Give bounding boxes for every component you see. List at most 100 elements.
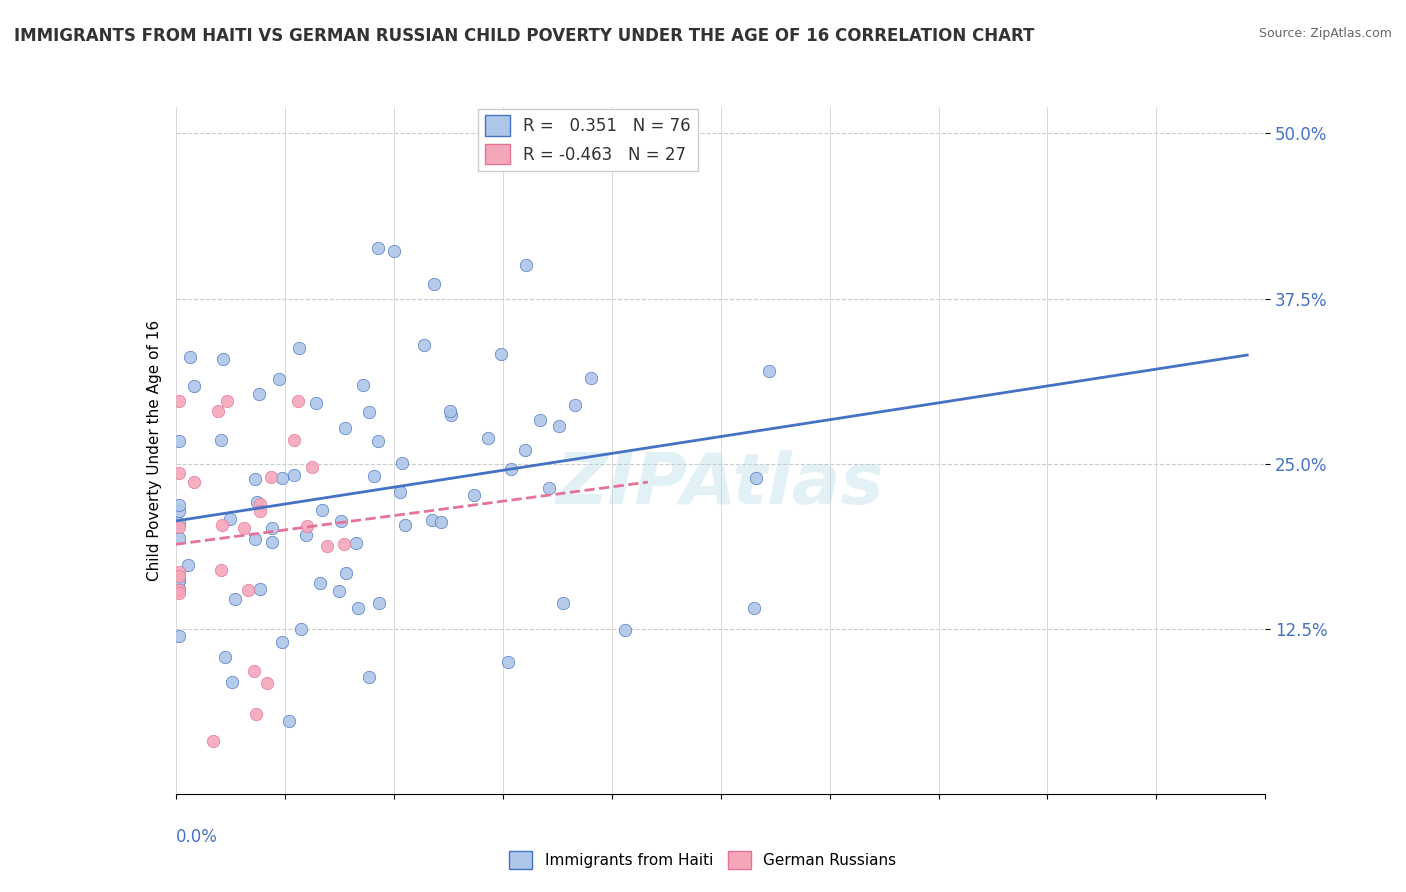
Point bbox=[295, 528, 318, 542]
Point bbox=[439, 404, 461, 418]
Point bbox=[346, 535, 368, 549]
Point bbox=[169, 532, 191, 546]
Point bbox=[207, 404, 229, 418]
Point bbox=[368, 596, 391, 610]
Legend: Immigrants from Haiti, German Russians: Immigrants from Haiti, German Russians bbox=[503, 845, 903, 875]
Point bbox=[233, 520, 256, 534]
Point bbox=[283, 433, 305, 447]
Point bbox=[201, 734, 224, 748]
Point bbox=[547, 418, 569, 433]
Point bbox=[219, 512, 242, 526]
Text: ZIPAtlas: ZIPAtlas bbox=[557, 450, 884, 519]
Point bbox=[169, 569, 191, 583]
Point bbox=[316, 539, 339, 553]
Point bbox=[236, 582, 259, 597]
Point bbox=[262, 535, 284, 549]
Point bbox=[271, 635, 294, 649]
Point bbox=[249, 497, 271, 511]
Point bbox=[211, 517, 233, 532]
Point bbox=[513, 442, 536, 457]
Point bbox=[169, 520, 191, 534]
Point bbox=[579, 371, 602, 385]
Point bbox=[308, 575, 330, 590]
Point bbox=[214, 650, 236, 665]
Point bbox=[613, 623, 636, 637]
Point bbox=[270, 471, 292, 485]
Point bbox=[496, 656, 519, 670]
Point bbox=[564, 398, 586, 412]
Point bbox=[169, 434, 191, 449]
Legend: R =   0.351   N = 76, R = -0.463   N = 27: R = 0.351 N = 76, R = -0.463 N = 27 bbox=[478, 109, 697, 171]
Point bbox=[278, 714, 301, 728]
Point bbox=[301, 459, 323, 474]
Point bbox=[391, 456, 413, 470]
Point bbox=[335, 566, 357, 580]
Point bbox=[440, 409, 463, 423]
Point bbox=[169, 566, 191, 580]
Point bbox=[745, 471, 768, 485]
Point bbox=[249, 504, 271, 518]
Point bbox=[347, 600, 370, 615]
Point bbox=[169, 504, 191, 518]
Point bbox=[333, 421, 356, 435]
Point bbox=[169, 586, 191, 600]
Point bbox=[423, 277, 446, 291]
Point bbox=[224, 591, 246, 606]
Point bbox=[169, 516, 191, 531]
Point bbox=[260, 521, 283, 535]
Point bbox=[430, 515, 453, 529]
Point bbox=[256, 676, 278, 690]
Point bbox=[477, 431, 499, 445]
Point bbox=[283, 467, 305, 482]
Point bbox=[245, 532, 267, 546]
Point bbox=[215, 394, 238, 409]
Point bbox=[290, 622, 312, 636]
Point bbox=[359, 670, 381, 684]
Point bbox=[422, 513, 444, 527]
Point bbox=[169, 582, 191, 596]
Point bbox=[245, 472, 267, 486]
Point bbox=[169, 467, 191, 481]
Point bbox=[245, 707, 267, 722]
Point bbox=[267, 372, 290, 386]
Point bbox=[209, 563, 232, 577]
Point bbox=[412, 338, 434, 352]
Point bbox=[329, 514, 352, 528]
Text: 0.0%: 0.0% bbox=[176, 828, 218, 846]
Point bbox=[363, 469, 385, 483]
Point bbox=[169, 573, 191, 587]
Point bbox=[551, 596, 574, 610]
Point bbox=[367, 241, 389, 255]
Point bbox=[179, 351, 201, 365]
Point bbox=[489, 347, 512, 361]
Point bbox=[394, 517, 416, 532]
Point bbox=[463, 488, 485, 502]
Point bbox=[352, 378, 374, 392]
Point bbox=[221, 674, 243, 689]
Point bbox=[169, 573, 191, 587]
Point bbox=[742, 601, 765, 615]
Point bbox=[249, 582, 271, 596]
Point bbox=[499, 462, 522, 476]
Y-axis label: Child Poverty Under the Age of 16: Child Poverty Under the Age of 16 bbox=[146, 320, 162, 581]
Point bbox=[758, 364, 780, 378]
Point bbox=[515, 258, 537, 272]
Text: IMMIGRANTS FROM HAITI VS GERMAN RUSSIAN CHILD POVERTY UNDER THE AGE OF 16 CORREL: IMMIGRANTS FROM HAITI VS GERMAN RUSSIAN … bbox=[14, 27, 1035, 45]
Point bbox=[328, 583, 350, 598]
Point bbox=[209, 433, 232, 447]
Point bbox=[333, 537, 356, 551]
Point bbox=[288, 341, 311, 355]
Point bbox=[183, 475, 205, 489]
Point bbox=[287, 394, 309, 409]
Point bbox=[169, 394, 191, 409]
Point bbox=[382, 244, 405, 258]
Point bbox=[183, 379, 205, 393]
Point bbox=[169, 583, 191, 598]
Text: Source: ZipAtlas.com: Source: ZipAtlas.com bbox=[1258, 27, 1392, 40]
Point bbox=[311, 502, 333, 516]
Point bbox=[305, 396, 328, 410]
Point bbox=[169, 629, 191, 643]
Point bbox=[538, 481, 561, 495]
Point bbox=[529, 413, 551, 427]
Point bbox=[242, 664, 264, 678]
